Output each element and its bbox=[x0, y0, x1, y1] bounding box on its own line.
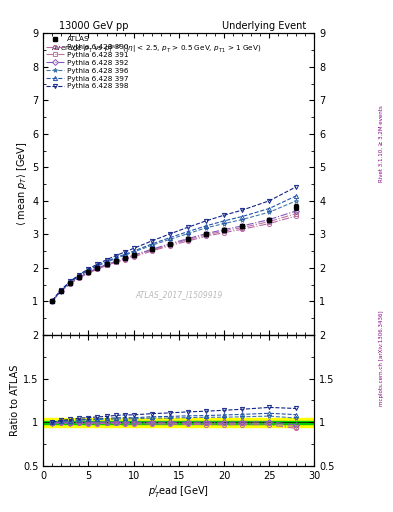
Text: 13000 GeV pp: 13000 GeV pp bbox=[59, 20, 129, 31]
Y-axis label: Ratio to ATLAS: Ratio to ATLAS bbox=[10, 365, 20, 436]
Text: Average $p_T$ vs $p_T^{\rm lead}$ ($|\eta|$ < 2.5, $p_T$ > 0.5 GeV, $p_{T1}$ > 1: Average $p_T$ vs $p_T^{\rm lead}$ ($|\et… bbox=[51, 42, 262, 56]
Text: ATLAS_2017_I1509919: ATLAS_2017_I1509919 bbox=[135, 290, 222, 298]
Text: Underlying Event: Underlying Event bbox=[222, 20, 307, 31]
X-axis label: $p_T^l$ead [GeV]: $p_T^l$ead [GeV] bbox=[148, 483, 209, 500]
Text: Rivet 3.1.10, ≥ 3.2M events: Rivet 3.1.10, ≥ 3.2M events bbox=[379, 105, 384, 182]
Y-axis label: $\langle$ mean $p_T\rangle$ [GeV]: $\langle$ mean $p_T\rangle$ [GeV] bbox=[15, 142, 29, 226]
Text: mcplots.cern.ch [arXiv:1306.3436]: mcplots.cern.ch [arXiv:1306.3436] bbox=[379, 311, 384, 406]
Legend: ATLAS, Pythia 6.428 390, Pythia 6.428 391, Pythia 6.428 392, Pythia 6.428 396, P: ATLAS, Pythia 6.428 390, Pythia 6.428 39… bbox=[45, 35, 130, 91]
